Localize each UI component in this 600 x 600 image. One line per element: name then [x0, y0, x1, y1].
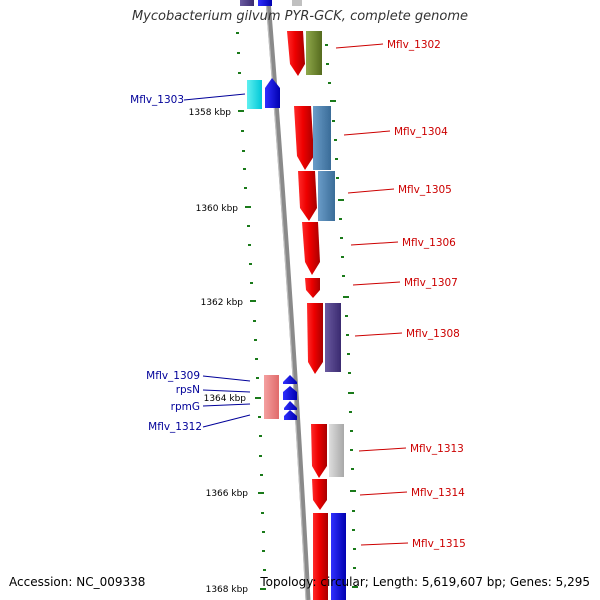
- axis-label: 1366 kbp: [206, 489, 249, 499]
- category-box: [329, 424, 344, 477]
- reverse-genes: [247, 78, 297, 420]
- gene-arrow-mflv-1315: [313, 513, 328, 600]
- gene-arrow-mflv-1308: [307, 303, 323, 374]
- gene-label-mflv-1315: Mflv_1315: [412, 538, 466, 550]
- gene-arrow-mflv-1305: [298, 171, 317, 221]
- axis-label: 1368 kbp: [206, 585, 249, 595]
- gene-arrow-mflv-1303: [265, 78, 280, 108]
- gene-arrow-mflv-1302: [287, 31, 305, 76]
- category-box: [325, 303, 341, 372]
- gene-label-mflv-1306: Mflv_1306: [402, 237, 456, 249]
- gene-arrow-mflv-1313: [311, 424, 327, 478]
- gene-label-mflv-1307: Mflv_1307: [404, 277, 458, 289]
- gene-arrow-mflv-1307: [305, 278, 320, 298]
- gene-arrow-rpsn: [283, 386, 297, 400]
- axis-label: 1362 kbp: [201, 298, 244, 308]
- gene-label-mflv-1304: Mflv_1304: [394, 126, 448, 138]
- genome-summary-text: Topology: circular; Length: 5,619,607 bp…: [260, 575, 590, 589]
- scale-ticks-right: [325, 44, 358, 588]
- gene-label-mflv-1312: Mflv_1312: [148, 421, 202, 433]
- gene-arrow-mflv-1304: [294, 106, 314, 170]
- gene-box-mflv-1309: [264, 375, 279, 419]
- gene-label-rpsn: rpsN: [176, 384, 200, 396]
- category-box: [318, 171, 335, 221]
- gene-label-mflv-1309: Mflv_1309: [146, 370, 200, 382]
- axis-label: 1364 kbp: [204, 394, 247, 404]
- gene-arrow-mflv-1314: [312, 479, 327, 510]
- accession-text: Accession: NC_009338: [9, 575, 146, 589]
- category-box: [331, 513, 346, 600]
- leader-lines-reverse: [183, 93, 251, 428]
- forward-genes: [287, 31, 328, 600]
- category-box: [306, 31, 322, 75]
- leader-lines-forward: [335, 43, 409, 546]
- gene-label-mflv-1308: Mflv_1308: [406, 328, 460, 340]
- gene-label-mflv-1313: Mflv_1313: [410, 443, 464, 455]
- category-box: [313, 106, 331, 170]
- reverse-gene-labels: Mflv_1303 Mflv_1309 rpsN rpmG Mflv_1312: [130, 94, 202, 433]
- gene-arrow-mflv-1309: [283, 375, 297, 384]
- gene-label-mflv-1305: Mflv_1305: [398, 184, 452, 196]
- scale-ticks-left: [236, 32, 266, 590]
- axis-label: 1358 kbp: [189, 108, 232, 118]
- axis-labels: 1358 kbp 1360 kbp 1362 kbp 1364 kbp 1366…: [189, 108, 249, 595]
- feature-partial-top: [240, 0, 302, 6]
- gene-arrow-mflv-1312: [284, 410, 297, 420]
- gene-label-rpmg: rpmG: [171, 401, 200, 413]
- gene-label-mflv-1302: Mflv_1302: [387, 39, 441, 51]
- gene-box-mflv-1303: [247, 80, 262, 109]
- category-boxes: [306, 31, 346, 600]
- map-title: Mycobacterium gilvum PYR-GCK, complete g…: [131, 9, 469, 24]
- forward-gene-labels: Mflv_1302 Mflv_1304 Mflv_1305 Mflv_1306 …: [387, 39, 466, 550]
- gene-arrow-rpmg: [284, 401, 297, 410]
- gene-label-mflv-1303: Mflv_1303: [130, 94, 184, 106]
- axis-label: 1360 kbp: [196, 204, 239, 214]
- gene-arrow-mflv-1306: [302, 222, 320, 275]
- gene-label-mflv-1314: Mflv_1314: [411, 487, 465, 499]
